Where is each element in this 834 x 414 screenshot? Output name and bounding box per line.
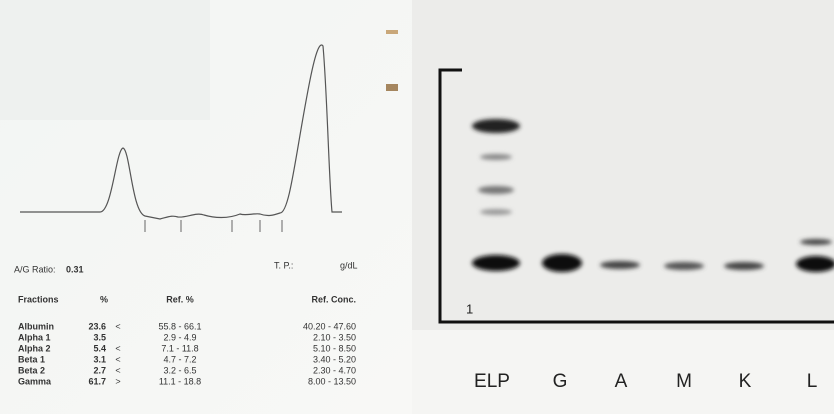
lane-label: A	[615, 371, 628, 392]
flag: <	[115, 365, 120, 375]
ref-conc: 2.10 - 3.50	[313, 332, 356, 342]
ref-conc: 5.10 - 8.50	[313, 343, 356, 353]
flag: <	[115, 343, 120, 353]
tp-unit: g/dL	[340, 260, 358, 270]
lane-label: K	[739, 371, 752, 392]
band	[724, 262, 764, 270]
flag: <	[115, 354, 120, 364]
band	[472, 119, 520, 133]
flag: <	[115, 321, 120, 331]
band	[600, 261, 640, 269]
band	[472, 255, 520, 271]
ref-conc: 2.30 - 4.70	[313, 365, 356, 375]
fraction-name: Albumin	[18, 321, 54, 331]
ref-percent: 3.2 - 6.5	[163, 365, 196, 375]
ref-percent: 2.9 - 4.9	[163, 332, 196, 342]
percent: 3.5	[93, 332, 106, 342]
marker	[386, 30, 398, 34]
band	[480, 209, 512, 215]
page: A/G Ratio: 0.31 T. P.: g/dL Fractions% Re…	[0, 0, 834, 414]
fraction-name: Alpha 1	[18, 332, 51, 342]
ref-conc: 8.00 - 13.50	[308, 376, 356, 386]
band	[664, 262, 704, 270]
ag-ratio-value: 0.31	[66, 264, 84, 274]
ref-conc: 40.20 - 47.60	[303, 321, 356, 331]
percent: 23.6	[88, 321, 106, 331]
ref-conc: 3.40 - 5.20	[313, 354, 356, 364]
percent: 3.1	[93, 354, 106, 364]
lane-label: G	[553, 371, 568, 392]
lane-label: ELP	[474, 371, 510, 392]
tp-label: T. P.:	[274, 260, 293, 270]
table-header: Ref. %	[166, 294, 194, 304]
ref-percent: 4.7 - 7.2	[163, 354, 196, 364]
fraction-name: Gamma	[18, 376, 52, 386]
percent: 5.4	[93, 343, 106, 353]
band	[478, 186, 514, 194]
lane-number: 1	[466, 301, 473, 316]
table-header: %	[100, 294, 108, 304]
band	[480, 154, 512, 160]
ref-percent: 7.1 - 11.8	[161, 343, 198, 353]
table-header: Ref. Conc.	[311, 294, 356, 304]
fraction-name: Alpha 2	[18, 343, 51, 353]
ag-ratio-label: A/G Ratio:	[14, 264, 56, 274]
fraction-name: Beta 2	[18, 365, 45, 375]
band	[542, 254, 582, 272]
paper-shade	[0, 0, 210, 120]
percent: 2.7	[93, 365, 106, 375]
lane-label: M	[676, 371, 692, 392]
ref-percent: 11.1 - 18.8	[159, 376, 201, 386]
ref-percent: 55.8 - 66.1	[158, 321, 201, 331]
marker	[386, 84, 398, 91]
flag: >	[115, 376, 120, 386]
band	[800, 239, 832, 245]
lane-label: L	[807, 371, 818, 392]
figure: A/G Ratio: 0.31 T. P.: g/dL Fractions% Re…	[0, 0, 834, 414]
percent: 61.7	[88, 376, 106, 386]
table-header: Fractions	[18, 294, 59, 304]
fraction-name: Beta 1	[18, 354, 45, 364]
